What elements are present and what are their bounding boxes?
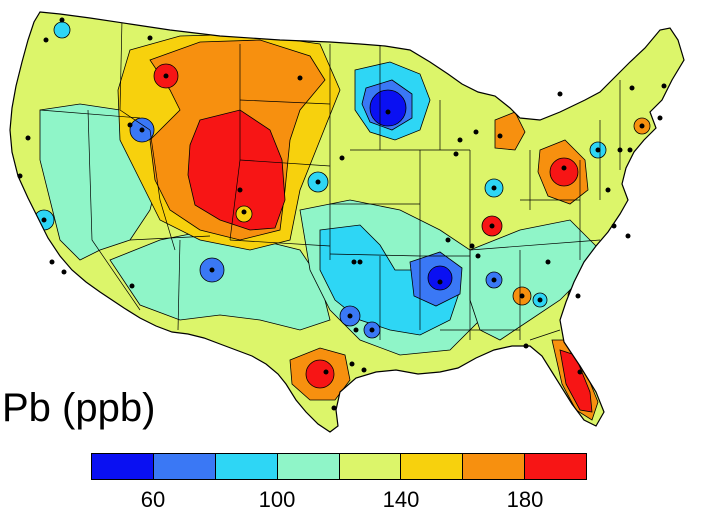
- contour-extreme-mountain: [187, 109, 286, 231]
- contour-extreme-ohio: [549, 157, 579, 187]
- legend-bin-8: [524, 454, 586, 479]
- legend-tick-label: 60: [140, 487, 166, 512]
- contour-veryhigh-michigan: [494, 111, 526, 151]
- legend-tick-label: 100: [258, 487, 296, 512]
- legend-bin-1: [92, 454, 153, 479]
- legend-bin-7: [462, 454, 525, 479]
- contour-fills: [10, 12, 684, 432]
- contour-extreme-texas: [305, 359, 335, 389]
- legend-bin-5: [338, 454, 401, 479]
- legend-tick-label: 140: [382, 487, 420, 512]
- legend-bin-2: [152, 454, 215, 479]
- legend-bin-3: [214, 454, 277, 479]
- us-lead-contour-map: [9, 11, 685, 433]
- legend-bin-4: [276, 454, 339, 479]
- contour-verylow-minnesota: [369, 89, 407, 127]
- contour-midlow-nw: [53, 21, 71, 39]
- legend-bin-6: [400, 454, 463, 479]
- contour-mid-southeast: [469, 219, 601, 341]
- monitoring-sites: [17, 17, 667, 411]
- legend-tick-label: 180: [506, 487, 544, 512]
- map-title: Pb (ppb): [2, 386, 156, 430]
- contour-verylow-memphis: [427, 265, 453, 291]
- color-legend: [91, 453, 587, 480]
